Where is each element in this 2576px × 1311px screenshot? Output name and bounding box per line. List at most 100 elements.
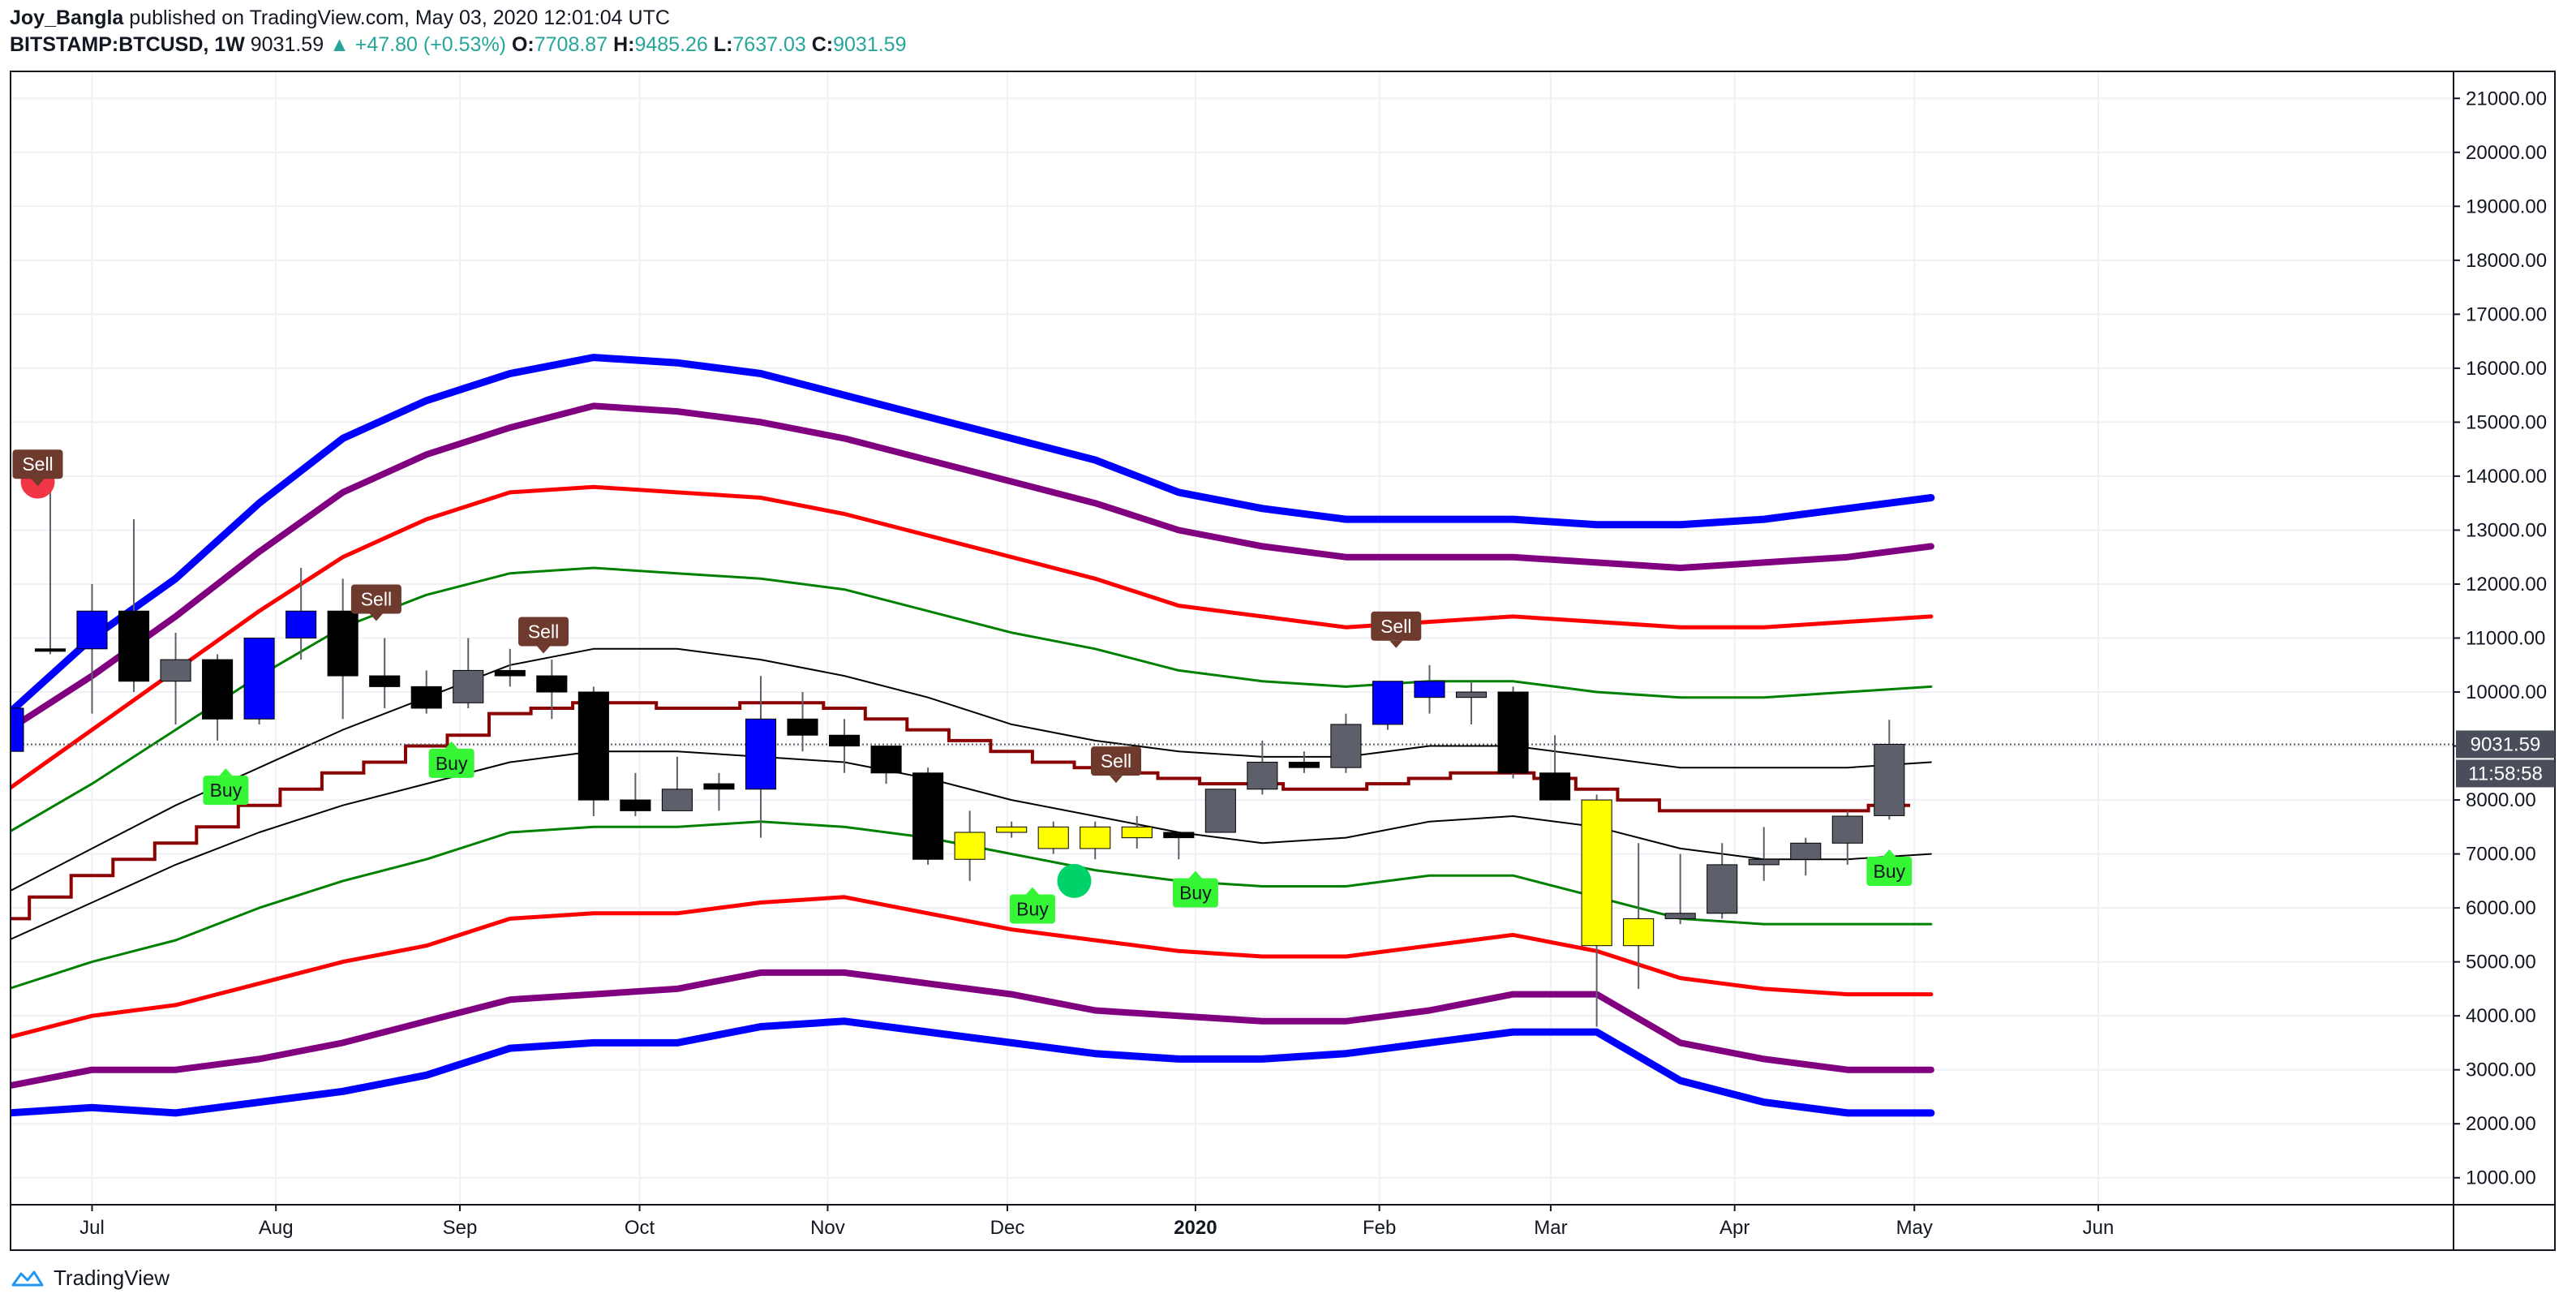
candle (745, 676, 777, 838)
high-label: H: (613, 33, 635, 56)
candle (1414, 664, 1445, 714)
buy-label-arrow (1025, 887, 1039, 895)
candle (870, 746, 902, 784)
candle-body (1288, 762, 1320, 768)
candle-body (1790, 842, 1822, 860)
time-tick-label: Feb (1363, 1217, 1396, 1239)
candle-body (1163, 832, 1195, 839)
publish-line: Joy_Bangla published on TradingView.com,… (10, 5, 907, 32)
buy-signal: Buy (428, 741, 474, 778)
band-line-0 (11, 354, 1935, 717)
candle (202, 654, 234, 741)
candle-body (870, 746, 902, 774)
sell-label-arrow (1110, 776, 1123, 784)
candle-body (453, 669, 484, 703)
buy-signal: Buy (1866, 849, 1913, 886)
sell-label-text: Sell (361, 589, 392, 610)
tradingview-brand[interactable]: TradingView (54, 1266, 170, 1290)
buy-signal: Buy (203, 768, 249, 806)
candle (1372, 681, 1404, 730)
time-tick-label: Nov (810, 1217, 845, 1239)
time-tick-label: Sep (443, 1217, 478, 1239)
buy-label-text: Buy (436, 753, 468, 774)
candle-body (11, 707, 24, 752)
time-tick-label: Oct (625, 1217, 655, 1239)
candle-body (1539, 772, 1571, 801)
sell-label-arrow (369, 613, 383, 621)
price-tick-label: 21000.00 (2466, 88, 2547, 110)
last-price-tag-bg (2456, 730, 2555, 759)
price-tick-label: 20000.00 (2466, 142, 2547, 164)
candle-body (494, 669, 526, 677)
price-tick-label: 5000.00 (2466, 952, 2536, 974)
candle (912, 767, 944, 865)
candle-body (996, 826, 1028, 833)
price-tick-label: 16000.00 (2466, 358, 2547, 380)
price-tick-label: 17000.00 (2466, 303, 2547, 325)
high-value: 9485.26 (634, 33, 708, 56)
plot-area: Sell Sell Sell Sell Sell Buy Buy Buy Buy Buy (11, 354, 2454, 1117)
open-value: 7708.87 (534, 33, 608, 56)
time-tick-label: Apr (1719, 1217, 1750, 1239)
candle (703, 772, 735, 811)
last-price-tag-text: 9031.59 (2471, 733, 2541, 755)
time-tick-label: Dec (990, 1217, 1025, 1239)
last-price: 9031.59 (250, 33, 324, 56)
sell-label-box (1091, 746, 1142, 776)
price-tick-label: 18000.00 (2466, 250, 2547, 272)
time-tick-label: Mar (1534, 1217, 1567, 1239)
tradingview-logo-icon[interactable] (10, 1267, 45, 1290)
price-axis: 1000.00 2000.00 3000.00 4000.00 5000.00 6000.… (2454, 88, 2547, 1189)
time-tick-label: Aug (259, 1217, 294, 1239)
time-tick-label: May (1896, 1217, 1933, 1239)
candle-body (1581, 799, 1612, 947)
candle-body (369, 675, 401, 687)
sell-label-box (350, 584, 401, 614)
candle (1247, 740, 1278, 795)
candle-body (703, 783, 735, 790)
candle-body (912, 772, 944, 860)
price-tick-label: 6000.00 (2466, 897, 2536, 919)
candle-body (1748, 858, 1780, 866)
candle (1204, 789, 1236, 833)
candle-body (1831, 815, 1863, 844)
chart-header: Joy_Bangla published on TradingView.com,… (10, 5, 907, 58)
sell-label-arrow (1389, 640, 1403, 648)
candle (118, 519, 150, 693)
band-line-8 (11, 969, 1934, 1090)
author-name[interactable]: Joy_Bangla (10, 6, 124, 29)
buy-label-arrow (1188, 870, 1202, 879)
price-tick-label: 4000.00 (2466, 1005, 2536, 1027)
candle (494, 648, 526, 687)
candle (76, 583, 108, 714)
buy-signal: Buy (1009, 887, 1055, 924)
candle-body (1330, 724, 1362, 768)
signal-dot (1057, 863, 1092, 898)
low-label: L: (713, 33, 733, 56)
trailing-stop-line (11, 701, 1911, 921)
candle-body (620, 799, 651, 811)
candle (1121, 816, 1153, 849)
ohlc-line: BITSTAMP:BTCUSD, 1W 9031.59 ▲ +47.80 (+0… (10, 32, 907, 58)
buy-label-arrow (1883, 849, 1896, 857)
candle (661, 756, 693, 811)
candle-body (828, 734, 861, 747)
price-tick-label: 19000.00 (2466, 196, 2547, 217)
candle-body (76, 610, 108, 650)
candle (11, 707, 24, 752)
candle-body (954, 832, 985, 860)
time-tick-label: 2020 (1174, 1217, 1217, 1239)
candle-body (118, 610, 150, 682)
candle-body (160, 659, 191, 682)
candle-body (410, 686, 442, 709)
buy-label-text: Buy (1874, 861, 1906, 882)
sell-label-box (1371, 611, 1422, 641)
price-tick-label: 12000.00 (2466, 574, 2547, 595)
candle-body (1247, 762, 1278, 790)
candle (1748, 827, 1780, 881)
candle-body (1664, 913, 1696, 919)
candle (954, 810, 985, 881)
candle (1539, 735, 1571, 801)
buy-label-text: Buy (1179, 883, 1212, 904)
